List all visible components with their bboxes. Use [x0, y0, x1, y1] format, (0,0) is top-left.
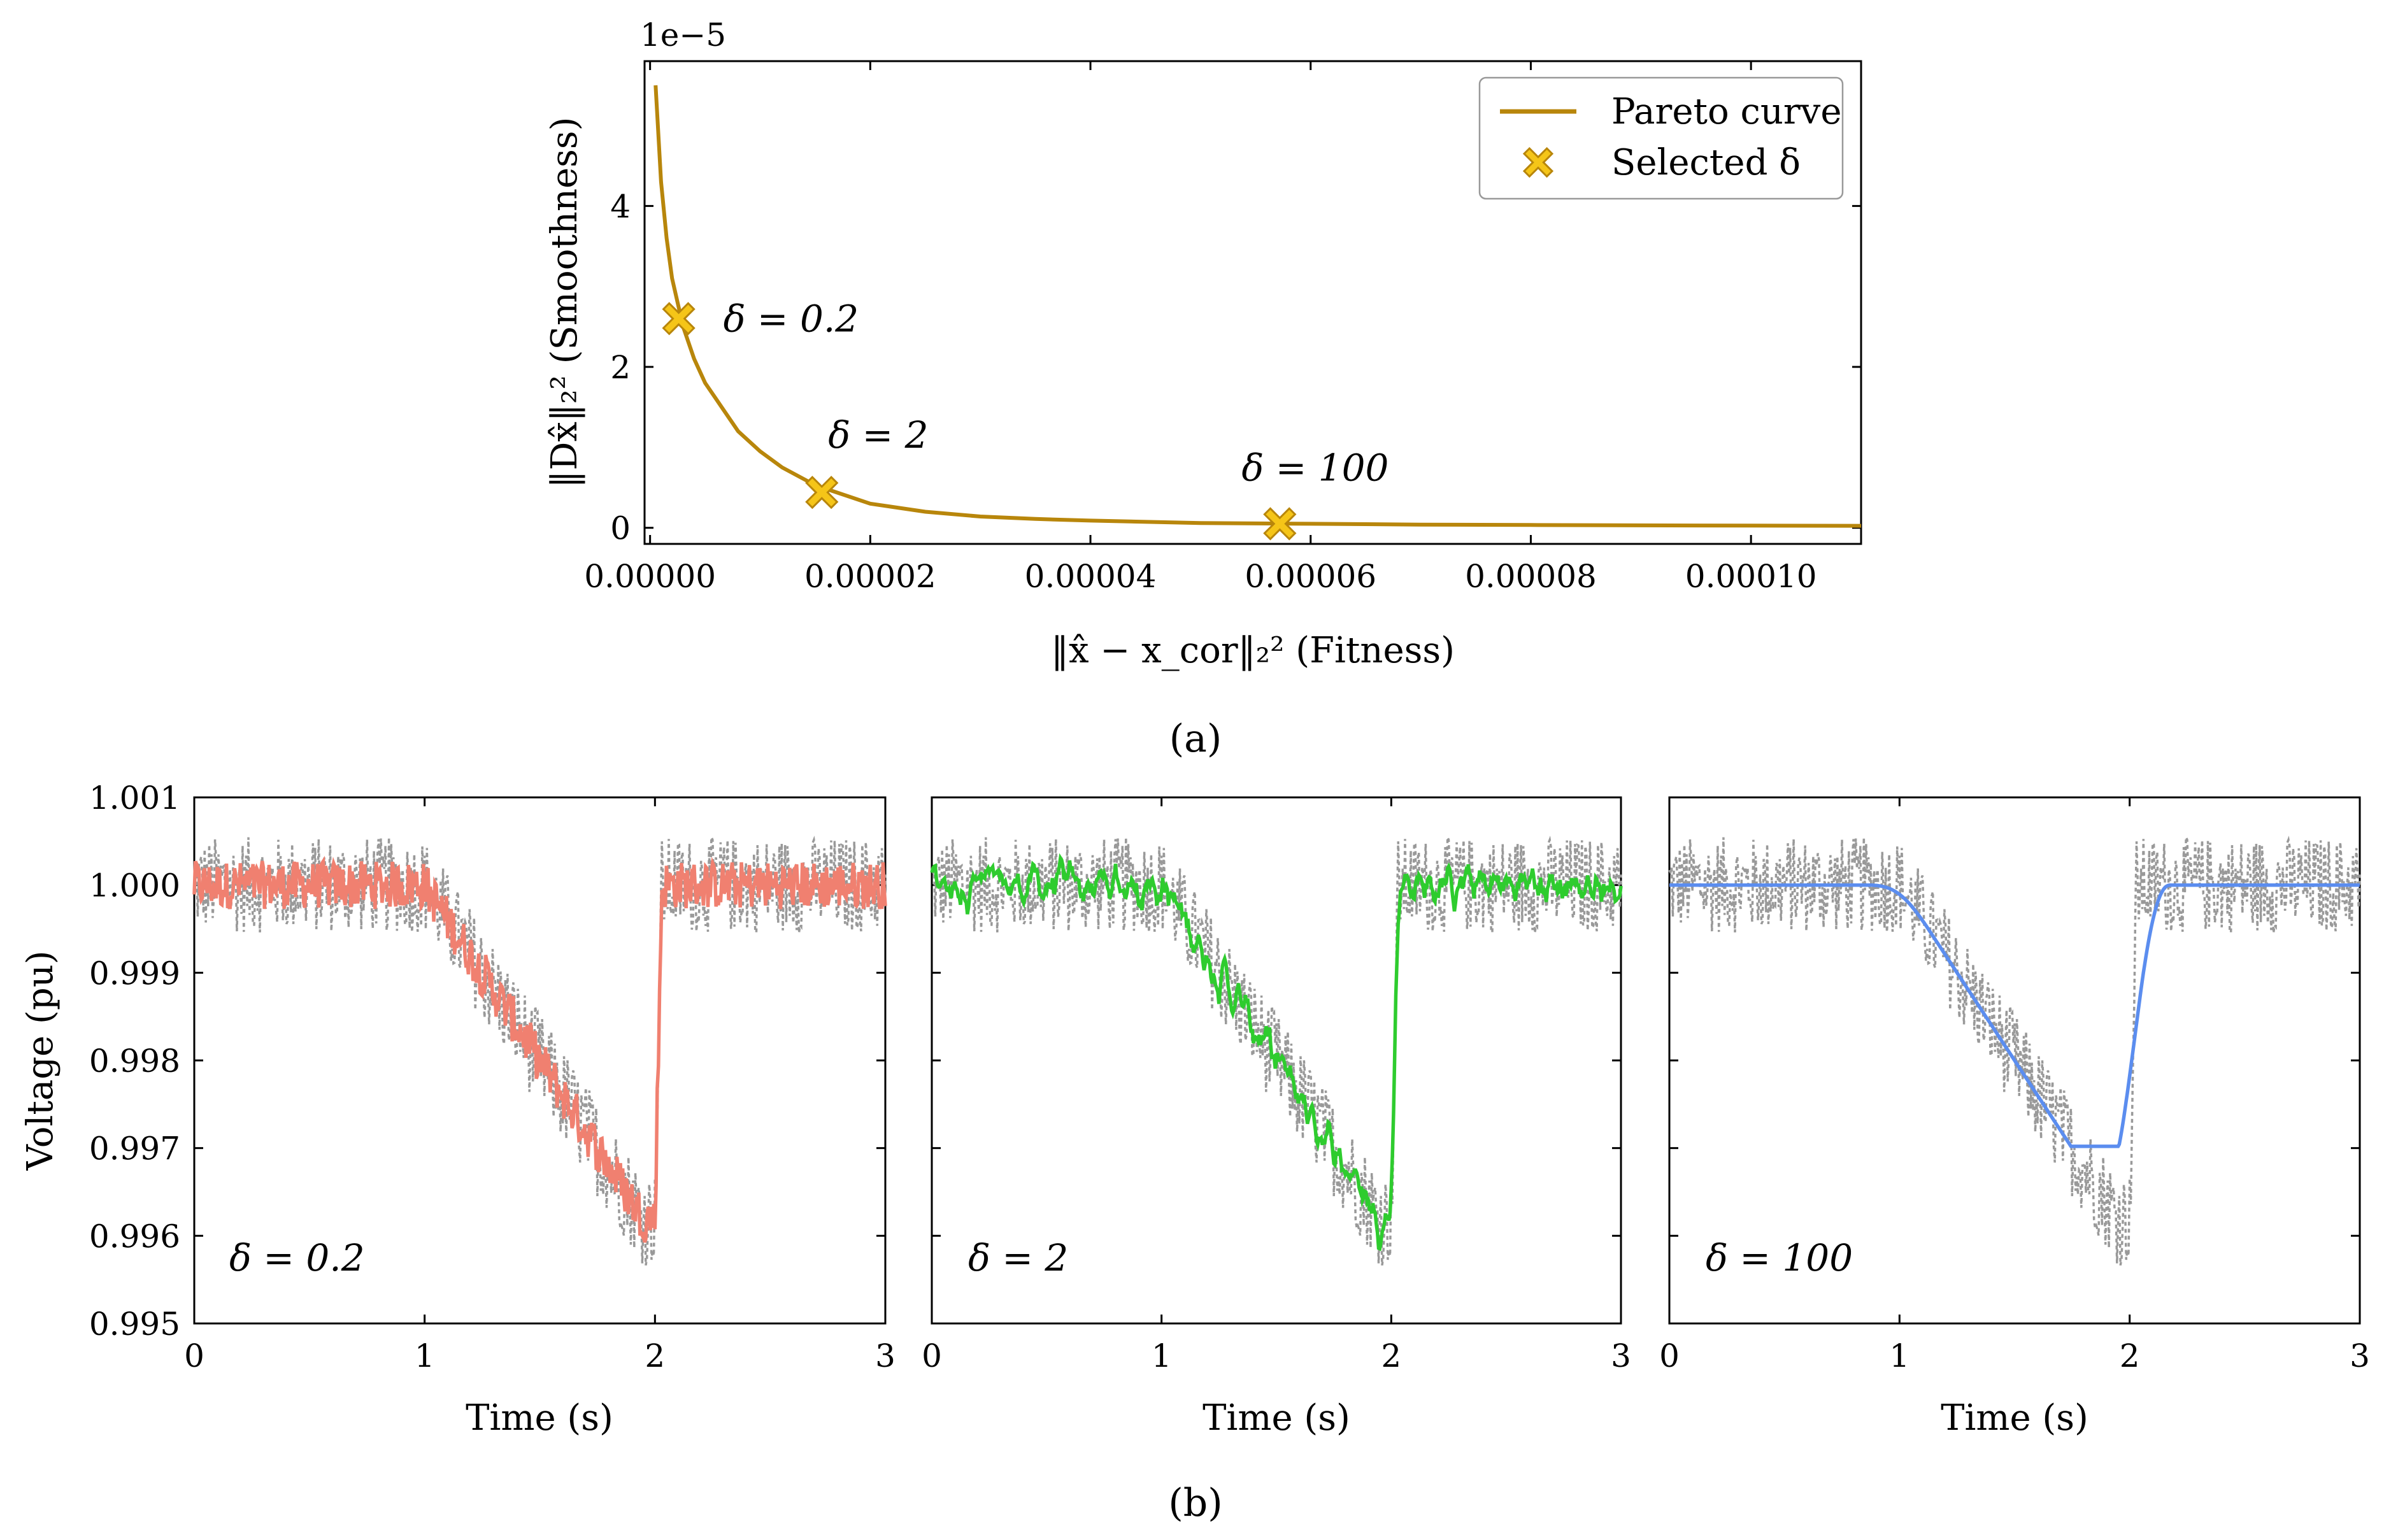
- pareto-y-axis-label: ‖Dx̂‖₂² (Smoothness): [544, 117, 585, 488]
- pareto-plot-frame: [643, 60, 1862, 545]
- panel-2-annotation: δ = 2: [968, 1236, 1068, 1280]
- pareto-x-tick-label: 0.00000: [584, 558, 716, 595]
- voltage-panel-delta-100: 0 1 2 3 δ = 100 Time (s): [1659, 796, 2370, 1439]
- panel-1-plot-area: [192, 836, 887, 1266]
- x-tick-label: 0: [184, 1337, 204, 1374]
- legend-marker-x: [1522, 146, 1554, 178]
- legend-entry-pareto-curve: Pareto curve: [1611, 91, 1841, 132]
- voltage-panel-delta-2: 0 1 2 3 δ = 2 Time (s): [922, 796, 1631, 1439]
- y-tick-label: 0.995: [89, 1306, 180, 1343]
- y-tick-label: 0.997: [89, 1130, 180, 1167]
- x-tick-label: 3: [1611, 1337, 1631, 1374]
- pareto-selected-delta-marker: [1263, 507, 1297, 541]
- panel-2-x-axis-label: Time (s): [1203, 1397, 1350, 1439]
- raw-voltage-line: [193, 836, 887, 1266]
- pareto-marker-label: δ = 2: [828, 413, 928, 457]
- pareto-plot-area: δ = 0.2 δ = 2 δ = 100: [653, 85, 1862, 541]
- x-tick-label: 3: [875, 1337, 896, 1374]
- panel-1-y-axis-label: Voltage (pu): [20, 950, 61, 1171]
- pareto-ticks: 0.00000 0.00002 0.00004 0.00006 0.00008 0.000…: [584, 61, 1861, 595]
- x-tick-label: 1: [1889, 1337, 1909, 1374]
- y-tick-label: 1.000: [89, 867, 180, 904]
- pareto-y-tick-label: 2: [610, 349, 631, 386]
- y-tick-label: 1.001: [89, 780, 180, 816]
- caption-a: (a): [1169, 717, 1222, 761]
- smoothed-voltage-line: [1669, 883, 2360, 1148]
- y-tick-label: 0.996: [89, 1218, 180, 1255]
- panel-1-ticks: 0 1 2 3 0.995 0.996 0.997 0.998 0.999 1.000 1.001: [89, 780, 896, 1374]
- panel-3-plot-area: [1668, 836, 2361, 1266]
- panel-1-annotation: δ = 0.2: [229, 1236, 365, 1280]
- caption-b: (b): [1168, 1481, 1222, 1525]
- pareto-x-axis-label: ‖x̂ − x_cor‖₂² (Fitness): [1051, 630, 1455, 671]
- pareto-y-scale-label: 1e−5: [640, 17, 726, 53]
- pareto-x-tick-label: 0.00010: [1685, 558, 1817, 595]
- pareto-marker-label: δ = 100: [1241, 446, 1388, 489]
- x-tick-label: 1: [415, 1337, 435, 1374]
- x-tick-label: 2: [2120, 1337, 2140, 1374]
- pareto-x-tick-label: 0.00008: [1465, 558, 1597, 595]
- smoothed-voltage-line: [930, 853, 1623, 1251]
- pareto-x-tick-label: 0.00006: [1245, 558, 1376, 595]
- pareto-x-tick-label: 0.00004: [1025, 558, 1157, 595]
- raw-voltage-line: [1668, 836, 2361, 1266]
- legend-box: [1478, 76, 1844, 200]
- x-tick-label: 0: [1659, 1337, 1680, 1374]
- x-tick-label: 1: [1152, 1337, 1172, 1374]
- pareto-x-tick-label: 0.00002: [804, 558, 936, 595]
- panel-3-x-axis-label: Time (s): [1941, 1397, 2088, 1439]
- pareto-marker-label: δ = 0.2: [724, 297, 859, 340]
- panel-1-x-axis-label: Time (s): [466, 1397, 613, 1439]
- x-tick-label: 2: [1381, 1337, 1401, 1374]
- panel-3-annotation: δ = 100: [1706, 1236, 1853, 1280]
- pareto-y-tick-label: 4: [610, 188, 631, 225]
- pareto-legend: Pareto curve Selected δ: [1478, 76, 1844, 200]
- smoothed-voltage-line: [192, 855, 887, 1243]
- y-tick-label: 0.998: [89, 1043, 180, 1080]
- legend-entry-selected-delta: Selected δ: [1611, 142, 1801, 183]
- panel-2-ticks: 0 1 2 3: [922, 796, 1631, 1374]
- x-tick-label: 2: [645, 1337, 665, 1374]
- pareto-selected-delta-marker: [805, 476, 839, 510]
- x-tick-label: 0: [922, 1337, 942, 1374]
- legend-marker-swatch: [1522, 146, 1554, 178]
- pareto-chart: 1e−5 0.00000 0.00002 0.00004 0.00006 0.00008…: [544, 17, 1862, 671]
- voltage-panel-delta-0-2: 0 1 2 30.9950.9960.9970.9980.9991.0001.001 …: [20, 780, 896, 1439]
- y-tick-label: 0.999: [89, 955, 180, 992]
- panel-2-plot-area: [930, 836, 1623, 1266]
- pareto-selected-delta-marker: [662, 302, 696, 336]
- pareto-y-tick-label: 0: [610, 510, 631, 547]
- x-tick-label: 3: [2350, 1337, 2370, 1374]
- raw-voltage-line: [931, 836, 1622, 1266]
